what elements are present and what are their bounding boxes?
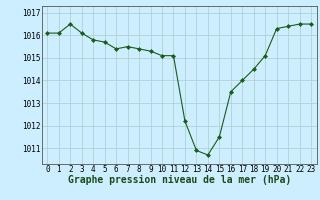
X-axis label: Graphe pression niveau de la mer (hPa): Graphe pression niveau de la mer (hPa) (68, 175, 291, 185)
